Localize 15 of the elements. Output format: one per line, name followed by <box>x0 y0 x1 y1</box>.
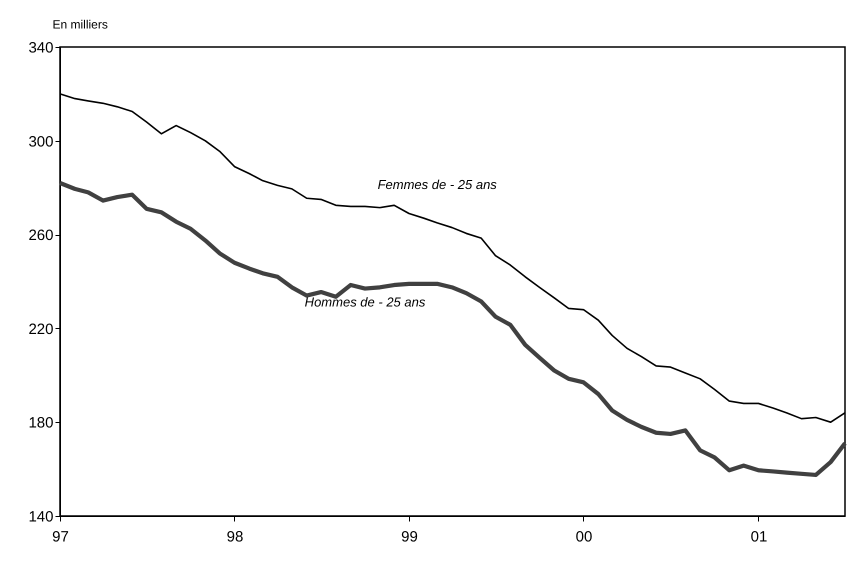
y-tick-label: 260 <box>28 227 54 244</box>
x-tick-label: 97 <box>52 528 69 546</box>
x-tick-label: 99 <box>401 528 418 546</box>
y-tick-label: 220 <box>28 320 54 338</box>
y-tick-label: 300 <box>28 133 54 150</box>
series-label: Hommes de - 25 ans <box>304 294 426 310</box>
x-tick-label: 98 <box>226 528 244 546</box>
line-series <box>58 180 847 478</box>
y-tick-label: 180 <box>28 414 54 432</box>
y-tick-label: 140 <box>28 508 54 526</box>
series-label: Femmes de - 25 ans <box>378 176 498 192</box>
y-axis-title: En milliers <box>52 18 108 32</box>
x-tick-label: 00 <box>576 528 592 546</box>
y-tick-label: 340 <box>28 40 54 56</box>
x-tick-label: 01 <box>750 528 768 546</box>
